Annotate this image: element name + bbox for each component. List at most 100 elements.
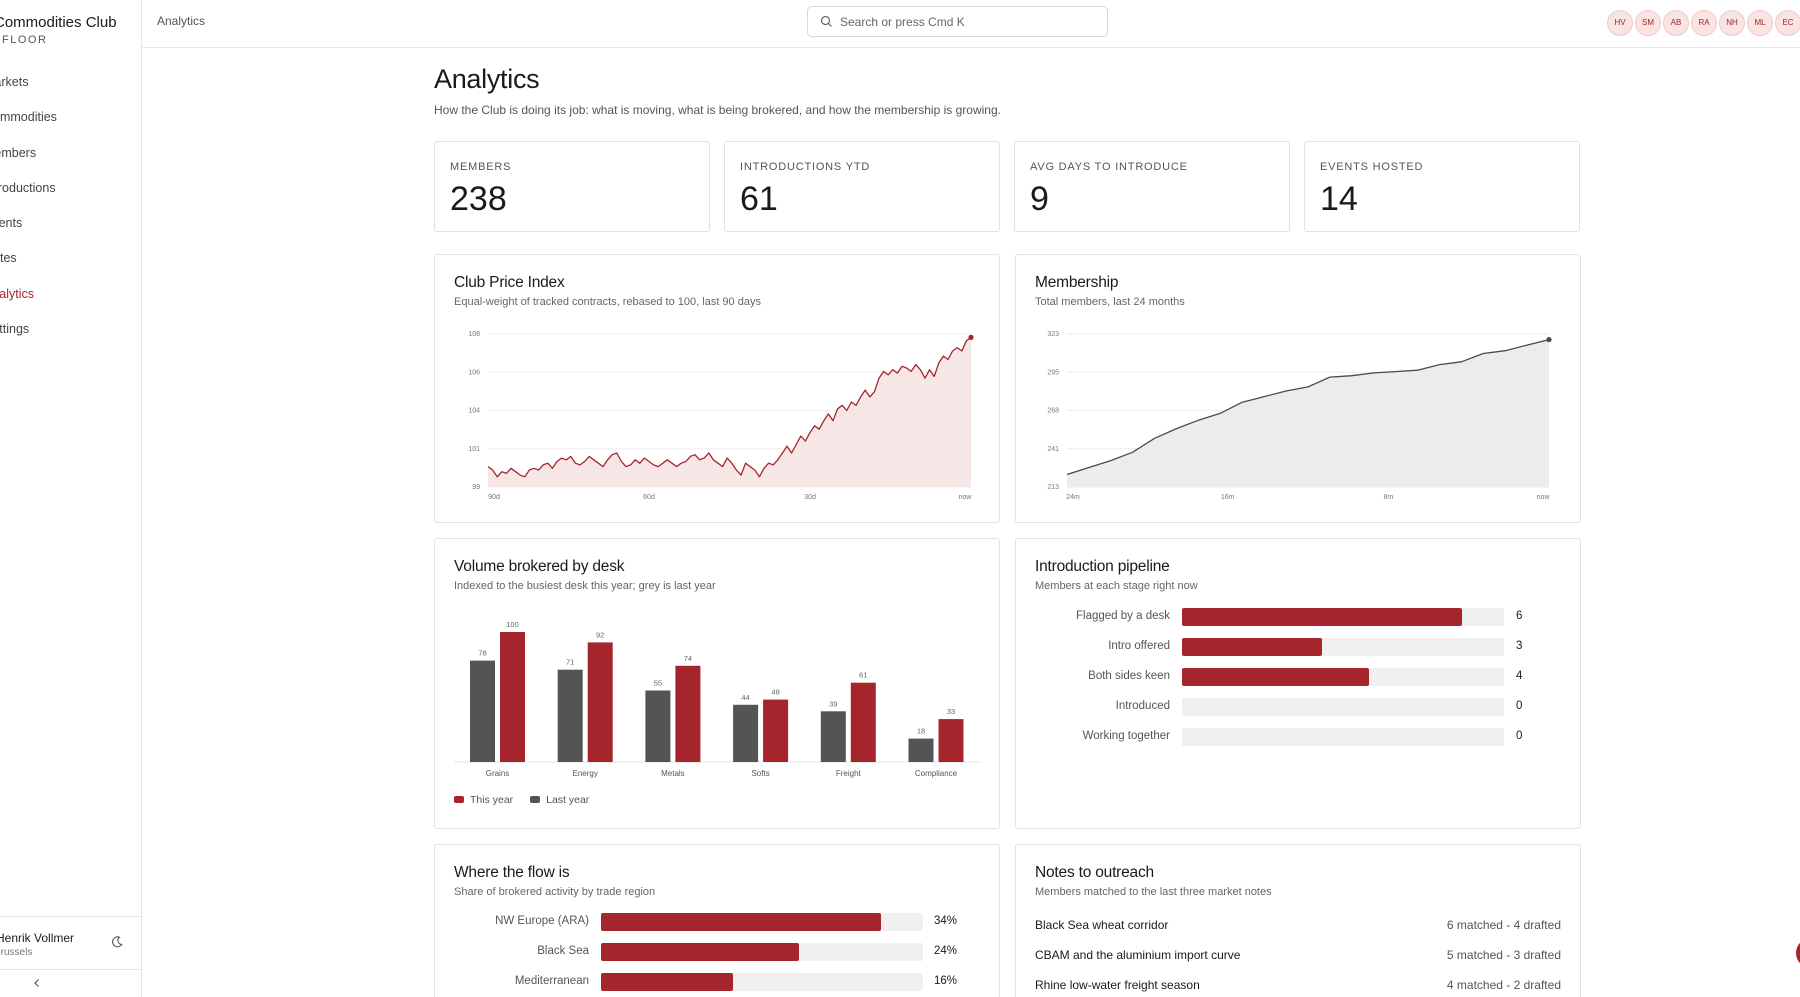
- bar-value-label: 78: [478, 649, 486, 658]
- pipeline-row: Working together 0: [1016, 728, 1580, 748]
- user-block[interactable]: Henrik Vollmer Brussels: [0, 916, 141, 970]
- note-row[interactable]: CBAM and the aluminium import curve 5 mat…: [1035, 948, 1561, 968]
- bar-this-year: [850, 682, 876, 762]
- brand-subtitle: FLOOR: [2, 34, 48, 46]
- y-tick-label: 104: [468, 408, 480, 415]
- avatar[interactable]: HV: [1607, 10, 1633, 36]
- row-label: Introduced: [1115, 700, 1170, 712]
- avatar[interactable]: AB: [1663, 10, 1689, 36]
- notes-card: Notes to outreach Members matched to the…: [1015, 844, 1581, 997]
- sidebar-item-commodities[interactable]: Commodities: [0, 105, 141, 140]
- brand[interactable]: Commodities Club FLOOR: [0, 14, 117, 46]
- bar-fill: [1182, 668, 1369, 686]
- pipeline-row: Flagged by a desk 6: [1016, 608, 1580, 628]
- search-input[interactable]: [840, 13, 1090, 31]
- legend-last-year: Last year: [530, 794, 589, 806]
- user-location: Brussels: [0, 947, 33, 958]
- avatar[interactable]: RA: [1691, 10, 1717, 36]
- kpi-label: MEMBERS: [450, 161, 512, 173]
- bar-track: [1182, 608, 1504, 626]
- bar-this-year: [500, 632, 525, 762]
- sidebar-nav: Markets Commodities Members Introductions Ev…: [0, 70, 141, 352]
- last-point-marker: [968, 334, 974, 340]
- sidebar-item-label: Settings: [0, 322, 30, 337]
- x-tick-label: 24m: [1066, 494, 1080, 501]
- note-row[interactable]: Black Sea wheat corridor 6 matched - 4 dr…: [1035, 918, 1561, 938]
- card-title: Notes to outreach: [1035, 864, 1154, 881]
- bar-value-label: 48: [771, 688, 779, 697]
- sidebar-item-analytics[interactable]: Analytics: [0, 282, 141, 317]
- sidebar-item-notes[interactable]: Notes: [0, 246, 141, 281]
- collapse-sidebar-button[interactable]: [0, 969, 141, 997]
- x-tick-label: 60d: [643, 494, 655, 501]
- sidebar-item-markets[interactable]: Markets: [0, 70, 141, 105]
- row-label: Flagged by a desk: [1076, 610, 1170, 622]
- card-title: Introduction pipeline: [1035, 558, 1170, 575]
- note-title: CBAM and the aluminium import curve: [1035, 948, 1241, 962]
- avatar[interactable]: EC: [1775, 10, 1800, 36]
- y-tick-label: 106: [468, 369, 480, 376]
- volume-chart: 78 100 Grains 71 92 Energy 55 74 Metals 44 48 Softs…: [454, 620, 981, 778]
- pipeline-row: Introduced 0: [1016, 698, 1580, 718]
- note-row[interactable]: Rhine low-water freight season 4 matched …: [1035, 978, 1561, 997]
- sidebar-item-settings[interactable]: Settings: [0, 317, 141, 352]
- sidebar-item-label: Introductions: [0, 180, 56, 195]
- row-label: Intro offered: [1108, 640, 1170, 652]
- bar-value-label: 61: [859, 671, 867, 680]
- bar-last-year: [733, 704, 759, 762]
- avatar[interactable]: SM: [1635, 10, 1661, 36]
- card-title: Membership: [1035, 274, 1119, 291]
- kpi-avg-days: AVG DAYS TO INTRODUCE 9: [1014, 141, 1290, 232]
- legend-this-year: This year: [454, 794, 513, 806]
- sidebar-item-label: Members: [0, 145, 37, 160]
- bar-last-year: [908, 738, 934, 762]
- x-tick-label: 16m: [1221, 494, 1235, 501]
- row-value: 3: [1516, 640, 1523, 652]
- volume-card: Volume brokered by desk Indexed to the b…: [434, 538, 1000, 829]
- avatar[interactable]: NH: [1719, 10, 1745, 36]
- row-label: Working together: [1082, 730, 1170, 742]
- category-label: Freight: [836, 769, 862, 778]
- bar-value-label: 71: [566, 658, 574, 667]
- moon-icon[interactable]: [110, 935, 124, 949]
- avatar[interactable]: ML: [1747, 10, 1773, 36]
- card-subtitle: Members matched to the last three market…: [1035, 886, 1272, 898]
- chart-legend: This year Last year: [454, 794, 603, 806]
- row-label: NW Europe (ARA): [495, 915, 589, 927]
- search-box[interactable]: [807, 6, 1108, 37]
- bar-value-label: 33: [947, 707, 955, 716]
- breadcrumb[interactable]: Analytics: [157, 14, 206, 28]
- bar-track: [1182, 698, 1504, 716]
- sidebar-item-introductions[interactable]: Introductions: [0, 176, 141, 211]
- pipeline-row: Intro offered 3: [1016, 638, 1580, 658]
- card-subtitle: Total members, last 24 months: [1035, 296, 1185, 308]
- y-tick-label: 241: [1047, 446, 1059, 453]
- bar-fill: [601, 973, 734, 991]
- bar-track: [1182, 638, 1504, 656]
- bar-value-label: 44: [741, 693, 749, 702]
- note-title: Rhine low-water freight season: [1035, 978, 1200, 992]
- flow-row: NW Europe (ARA) 34%: [435, 913, 999, 933]
- kpi-value: 14: [1320, 180, 1358, 218]
- bar-track: [1182, 668, 1504, 686]
- bar-this-year: [938, 719, 964, 762]
- note-title: Black Sea wheat corridor: [1035, 918, 1169, 932]
- x-tick-label: 8m: [1383, 494, 1393, 501]
- y-tick-label: 108: [468, 331, 480, 338]
- y-tick-label: 268: [1047, 408, 1059, 415]
- bar-last-year: [470, 660, 495, 762]
- sidebar-item-events[interactable]: Events: [0, 211, 141, 246]
- page-subtitle: How the Club is doing its job: what is m…: [434, 103, 1001, 117]
- chevron-left-icon: [34, 979, 39, 987]
- card-subtitle: Members at each stage right now: [1035, 580, 1198, 592]
- note-status: 6 matched - 4 drafted: [1446, 918, 1561, 932]
- x-tick-label: 90d: [488, 494, 500, 501]
- y-tick-label: 323: [1047, 331, 1059, 338]
- row-label: Both sides keen: [1088, 670, 1170, 682]
- x-tick-label: now: [1537, 494, 1551, 501]
- row-value: 6: [1516, 610, 1523, 622]
- sidebar-item-members[interactable]: Members: [0, 141, 141, 176]
- help-button[interactable]: [1796, 938, 1800, 968]
- bar-track: [601, 913, 923, 931]
